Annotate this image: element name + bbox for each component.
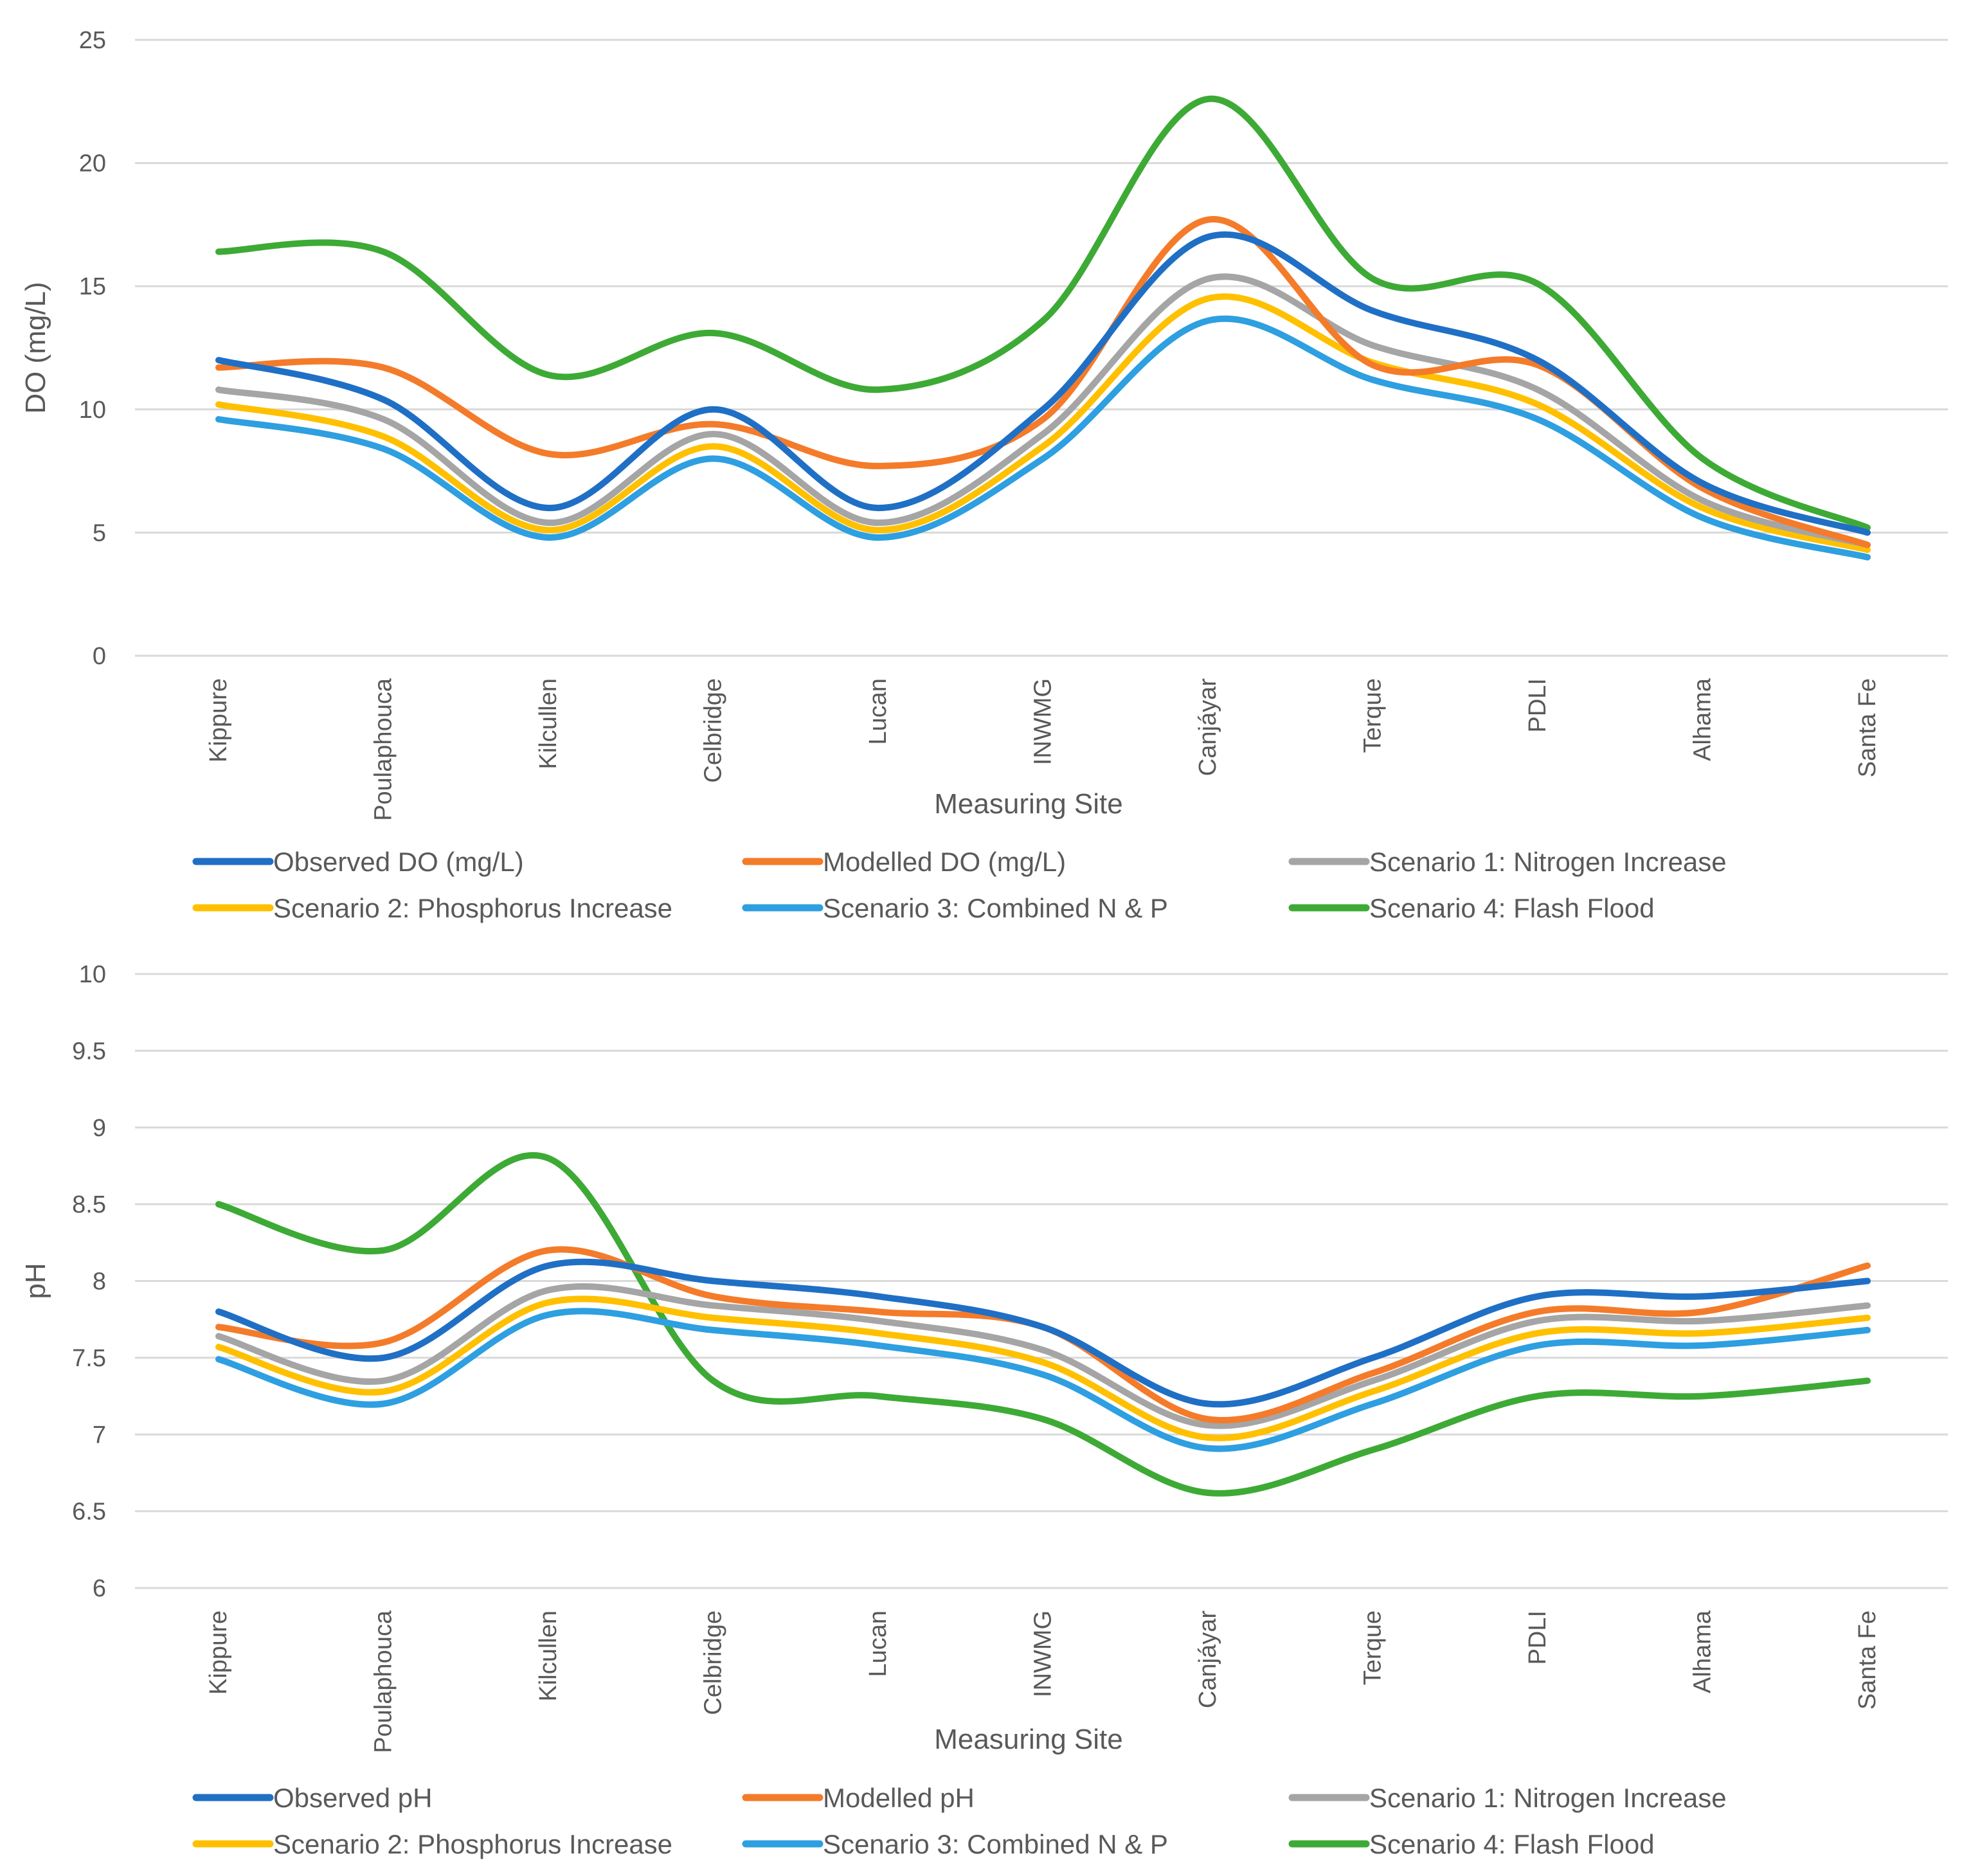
- x-tick-label: Kilcullen: [535, 678, 562, 770]
- x-tick-label: Terque: [1360, 678, 1387, 753]
- series-line: [215, 231, 1871, 536]
- y-tick-label: 25: [79, 27, 106, 54]
- y-tick-label: 7: [93, 1421, 106, 1448]
- y-axis-title: pH: [20, 1263, 51, 1299]
- x-tick-label: Kippure: [205, 678, 232, 762]
- y-tick-label: 15: [79, 273, 106, 300]
- legend-label: Modelled DO (mg/L): [823, 847, 1066, 877]
- x-tick-label: INWMG: [1030, 678, 1057, 765]
- legend-label: Scenario 4: Flash Flood: [1369, 1829, 1655, 1859]
- x-tick-label: Lucan: [865, 1610, 892, 1677]
- y-tick-label: 6.5: [72, 1499, 106, 1526]
- x-axis-title: Measuring Site: [934, 1724, 1122, 1755]
- x-tick-label: INWMG: [1030, 1610, 1057, 1697]
- y-tick-label: 7.5: [72, 1345, 106, 1372]
- x-tick-label: Poulaphouca: [370, 678, 397, 821]
- series-line: [215, 293, 1871, 554]
- x-tick-label: Terque: [1360, 1610, 1387, 1685]
- x-tick-label: Kippure: [205, 1610, 232, 1695]
- y-tick-label: 6: [93, 1575, 106, 1602]
- series-line: [215, 1258, 1871, 1408]
- y-tick-label: 0: [93, 643, 106, 670]
- x-tick-label: Santa Fe: [1854, 1610, 1881, 1709]
- series-line: [215, 273, 1871, 548]
- legend-label: Scenario 2: Phosphorus Increase: [273, 1829, 672, 1859]
- x-tick-label: Alhama: [1689, 1610, 1716, 1693]
- y-tick-label: 20: [79, 150, 106, 177]
- x-axis-title: Measuring Site: [934, 788, 1122, 820]
- legend-label: Scenario 4: Flash Flood: [1369, 893, 1655, 923]
- y-tick-label: 9: [93, 1115, 106, 1142]
- y-tick-label: 9.5: [72, 1038, 106, 1065]
- x-tick-label: Lucan: [865, 678, 892, 745]
- legend-label: Modelled pH: [823, 1783, 975, 1813]
- series-line: [215, 95, 1871, 531]
- x-tick-label: Kilcullen: [535, 1610, 562, 1702]
- do-chart: 0 5 10 15 20 25 DO (mg/L) Kippure Poulaphouca Kil…: [20, 27, 1948, 923]
- legend-label: Scenario 1: Nitrogen Increase: [1369, 847, 1727, 877]
- x-tick-label: Canjáyar: [1194, 1610, 1221, 1708]
- x-tick-label: PDLI: [1524, 1610, 1551, 1664]
- x-tick-label: Canjáyar: [1194, 678, 1221, 776]
- y-tick-label: 8: [93, 1268, 106, 1295]
- x-tick-label: Santa Fe: [1854, 678, 1881, 777]
- legend-label: Scenario 3: Combined N & P: [823, 1829, 1168, 1859]
- y-tick-label: 10: [79, 397, 106, 424]
- y-axis-title: DO (mg/L): [20, 282, 51, 413]
- legend-label: Observed pH: [273, 1783, 432, 1813]
- series-line: [215, 1283, 1871, 1429]
- legend-label: Observed DO (mg/L): [273, 847, 524, 877]
- series-line: [215, 1308, 1871, 1452]
- legend-label: Scenario 2: Phosphorus Increase: [273, 893, 672, 923]
- ph-chart: 6 6.5 7 7.5 8 8.5 9 9.5 10 pH Kippure Poulaphouca Ki…: [20, 961, 1948, 1859]
- x-tick-label: Poulaphouca: [370, 1610, 397, 1753]
- y-tick-label: 10: [79, 961, 106, 988]
- series-line: [215, 315, 1871, 561]
- legend-label: Scenario 1: Nitrogen Increase: [1369, 1783, 1727, 1813]
- x-tick-label: Celbridge: [700, 1610, 727, 1715]
- x-tick-label: PDLI: [1524, 678, 1551, 732]
- y-tick-label: 5: [93, 519, 106, 546]
- series-line: [215, 1295, 1871, 1441]
- x-tick-label: Celbridge: [700, 678, 727, 783]
- series-line: [215, 1151, 1871, 1497]
- x-tick-label: Alhama: [1689, 678, 1716, 761]
- y-tick-label: 8.5: [72, 1191, 106, 1218]
- legend-label: Scenario 3: Combined N & P: [823, 893, 1168, 923]
